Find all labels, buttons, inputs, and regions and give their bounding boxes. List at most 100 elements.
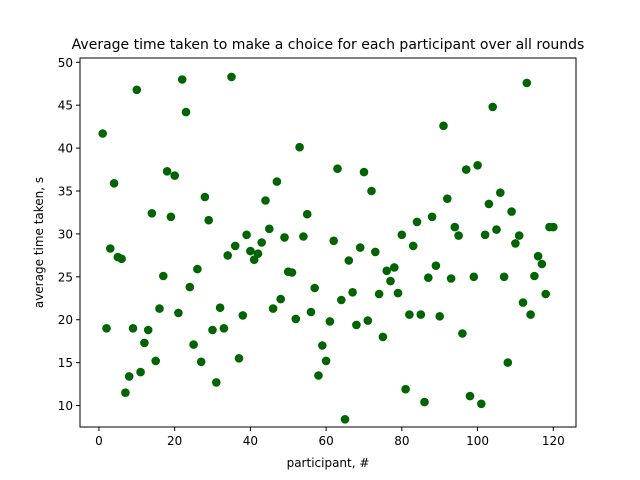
data-point <box>412 217 422 227</box>
y-axis-label: average time taken, s <box>32 177 46 308</box>
data-point <box>310 283 320 293</box>
y-tick-label: 40 <box>58 142 73 156</box>
x-axis-label: participant, # <box>287 456 370 470</box>
data-point <box>541 289 550 299</box>
data-point <box>352 320 361 330</box>
y-tick-label: 50 <box>58 56 73 70</box>
data-point <box>431 261 441 271</box>
data-point <box>537 259 547 269</box>
data-point <box>439 121 448 131</box>
y-tick-label: 25 <box>58 270 73 284</box>
y-tick-label: 35 <box>58 185 73 199</box>
plot-frame <box>79 57 577 428</box>
data-point <box>499 272 509 282</box>
data-point <box>147 209 157 218</box>
data-point <box>549 222 558 232</box>
data-point <box>393 288 403 298</box>
data-point <box>405 310 414 319</box>
data-point <box>219 324 229 333</box>
data-point <box>230 241 240 251</box>
data-point <box>492 225 501 234</box>
data-point <box>340 415 350 424</box>
data-point <box>155 304 164 313</box>
y-tick-label: 20 <box>58 313 73 327</box>
data-point <box>480 230 490 240</box>
x-tick-label: 60 <box>318 434 333 448</box>
y-axis-ticks: 10 15 20 25 30 35 40 45 50 <box>58 56 80 413</box>
data-point <box>329 236 339 246</box>
y-tick-label: 30 <box>58 227 73 241</box>
data-point <box>344 256 354 265</box>
data-point <box>189 340 198 349</box>
data-point <box>314 371 323 380</box>
data-point <box>215 303 225 313</box>
data-point <box>443 194 452 203</box>
data-point <box>514 231 524 240</box>
data-point <box>174 308 183 318</box>
data-point <box>367 186 376 196</box>
x-tick-label: 0 <box>95 434 103 448</box>
data-point <box>371 247 380 257</box>
data-point <box>408 241 418 251</box>
x-tick-label: 100 <box>466 434 489 448</box>
data-point <box>390 263 399 272</box>
data-point <box>469 272 479 282</box>
data-point <box>265 224 274 234</box>
data-point <box>427 212 437 222</box>
data-point <box>435 312 445 321</box>
data-point <box>234 354 244 363</box>
y-tick-label: 10 <box>58 399 73 413</box>
x-tick-label: 120 <box>542 434 565 448</box>
data-point <box>306 307 316 317</box>
data-point <box>109 179 119 188</box>
x-tick-label: 80 <box>394 434 409 448</box>
data-point <box>208 325 217 335</box>
data-point <box>257 238 267 247</box>
data-point <box>382 266 392 276</box>
data-point <box>299 232 308 241</box>
data-point <box>401 384 410 394</box>
y-tick-label: 45 <box>58 99 73 113</box>
data-point <box>488 102 498 112</box>
data-point <box>507 207 516 216</box>
data-point <box>477 399 486 409</box>
data-point <box>386 276 395 286</box>
data-point <box>98 129 107 138</box>
chart-title: Average time taken to make a choice for … <box>72 37 585 53</box>
x-axis-ticks: 0 20 40 60 80 100 120 <box>95 427 565 448</box>
data-point <box>503 358 513 367</box>
data-point <box>355 243 365 252</box>
data-point <box>465 391 475 401</box>
data-points <box>98 72 558 424</box>
data-point <box>461 165 471 174</box>
data-point <box>268 304 278 313</box>
data-point <box>212 378 221 387</box>
data-point <box>246 246 255 256</box>
y-tick-label: 15 <box>58 356 73 370</box>
data-point <box>378 332 388 342</box>
data-point <box>102 324 111 333</box>
data-point <box>272 177 282 186</box>
data-point <box>533 251 543 261</box>
data-point <box>170 171 179 180</box>
data-point <box>227 72 236 82</box>
data-point <box>124 372 134 381</box>
data-point <box>287 268 297 277</box>
data-point <box>337 295 346 305</box>
data-point <box>238 311 248 320</box>
data-point <box>348 288 357 297</box>
data-point <box>359 167 369 177</box>
data-point <box>193 264 202 274</box>
data-point <box>473 161 482 170</box>
data-point <box>458 329 467 338</box>
data-point <box>185 282 195 292</box>
data-point <box>276 294 286 304</box>
data-point <box>159 271 168 281</box>
data-point <box>143 325 153 335</box>
data-point <box>397 230 407 240</box>
data-point <box>200 192 210 202</box>
data-point <box>450 222 460 232</box>
data-point <box>136 367 145 377</box>
